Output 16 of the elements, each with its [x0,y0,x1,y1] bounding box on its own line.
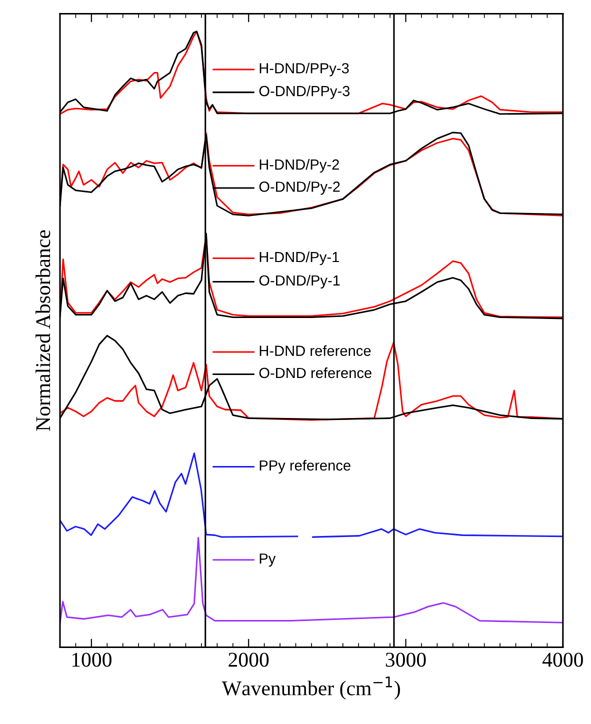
x-tick-label: 4000 [542,652,583,667]
y-axis-title: Normalized Absorbance [36,230,50,431]
legend-label: PPy reference [260,460,350,474]
x-tick-label: 1000 [72,652,112,667]
x-tick-label: 3000 [386,652,426,667]
legend-label: O-DND reference [259,367,372,378]
legend-label: H-DND/Py-1 [260,251,339,266]
legend-label: O-DND/PPy-3 [259,86,350,100]
legend-label: H-DND reference [260,345,371,356]
legend-label: O-DND/Py-2 [259,181,340,195]
legend-label: Py [260,554,276,567]
legend-label: O-DND/Py-1 [259,274,340,289]
x-axis-title: Wavenumber (cm$^{−1}$) [222,676,400,700]
x-tick-label: 2000 [228,652,269,667]
legend-label: H-DND/PPy-3 [260,62,349,76]
legend-label: H-DND/Py-2 [260,159,339,173]
